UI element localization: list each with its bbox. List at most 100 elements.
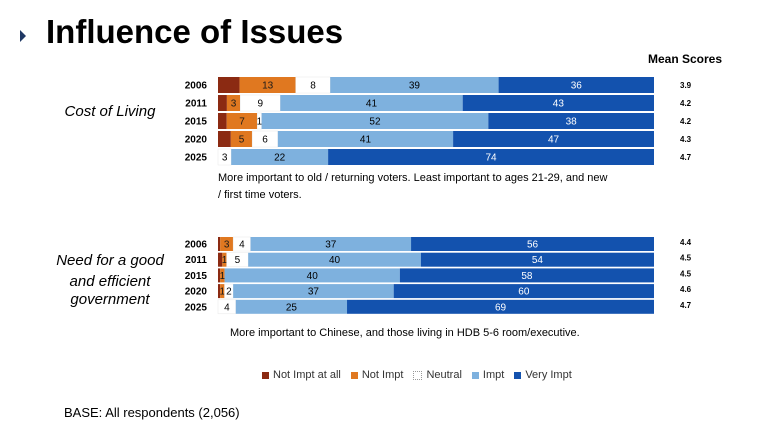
category-label: government bbox=[70, 291, 150, 308]
data-label: 36 bbox=[571, 81, 583, 92]
chart-legend: Not Impt at all Not Impt Neutral Impt Very I… bbox=[262, 369, 572, 381]
year-label: 2025 bbox=[185, 153, 208, 164]
bar-segment bbox=[256, 112, 262, 130]
bar-segment bbox=[330, 77, 499, 93]
legend-item: Neutral bbox=[413, 369, 462, 381]
data-label: 8 bbox=[310, 81, 316, 92]
year-label: 2015 bbox=[185, 271, 208, 282]
data-label: 5 bbox=[235, 255, 241, 266]
chart-note: / first time voters. bbox=[218, 189, 302, 201]
data-label: 41 bbox=[366, 99, 378, 110]
data-label: 6 bbox=[262, 135, 268, 146]
legend-label: Not Impt at all bbox=[273, 369, 341, 381]
bar-segment bbox=[218, 95, 227, 111]
bar-segment bbox=[220, 268, 225, 283]
bar-segment bbox=[231, 149, 329, 165]
bar-segment bbox=[233, 284, 394, 299]
bar-segment bbox=[277, 131, 454, 147]
data-label: 7 bbox=[239, 117, 245, 128]
data-label: 22 bbox=[274, 153, 286, 164]
legend-item: Not Impt bbox=[350, 369, 404, 381]
year-label: 2011 bbox=[185, 99, 207, 110]
data-label: 9 bbox=[257, 99, 263, 110]
legend-swatch bbox=[413, 370, 423, 380]
year-label: 2006 bbox=[185, 240, 208, 251]
title-bullet-icon bbox=[20, 30, 26, 42]
data-label: 13 bbox=[262, 81, 274, 92]
bar-segment bbox=[250, 237, 412, 251]
chart-note: More important to Chinese, and those liv… bbox=[230, 327, 580, 339]
year-label: 2020 bbox=[185, 135, 208, 146]
year-label: 2015 bbox=[185, 117, 208, 128]
bar-segment bbox=[347, 299, 654, 314]
data-label: 4 bbox=[239, 240, 245, 251]
bar-segment bbox=[420, 252, 654, 267]
bar-segment bbox=[235, 299, 348, 314]
legend-item: Not Impt at all bbox=[262, 369, 341, 381]
legend-swatch bbox=[350, 371, 358, 379]
data-label: 69 bbox=[495, 302, 507, 313]
bar-segment bbox=[328, 149, 654, 165]
mean-score: 3.9 bbox=[680, 81, 692, 90]
bar-segment bbox=[220, 237, 234, 251]
page-title: Influence of Issues bbox=[46, 13, 344, 50]
bar-segment bbox=[218, 77, 240, 93]
legend-swatch bbox=[471, 371, 479, 379]
bar-segment bbox=[218, 268, 221, 283]
data-label: 39 bbox=[409, 81, 421, 92]
data-label: 47 bbox=[548, 135, 560, 146]
mean-score: 4.2 bbox=[680, 117, 692, 126]
mean-score: 4.5 bbox=[680, 269, 692, 278]
bar-segment bbox=[220, 284, 225, 299]
bar-segment bbox=[230, 131, 253, 147]
mean-score: 4.7 bbox=[680, 301, 692, 310]
bar-segment bbox=[239, 77, 296, 93]
data-label: 40 bbox=[307, 271, 319, 282]
category-label: Cost of Living bbox=[65, 103, 157, 120]
data-label: 74 bbox=[485, 153, 497, 164]
bar-segment bbox=[222, 252, 227, 267]
bar-segment bbox=[393, 284, 654, 299]
bar-segment bbox=[280, 95, 463, 111]
data-label: 54 bbox=[532, 255, 544, 266]
data-label: 56 bbox=[527, 240, 539, 251]
legend-label: Not Impt bbox=[361, 369, 404, 381]
mean-score: 4.4 bbox=[680, 238, 692, 247]
bar-segment bbox=[218, 131, 231, 147]
data-label: 37 bbox=[308, 287, 320, 298]
data-label: 1 bbox=[220, 271, 226, 282]
mean-score: 4.7 bbox=[680, 153, 692, 162]
base-note: BASE: All respondents (2,056) bbox=[64, 405, 240, 420]
year-label: 2006 bbox=[185, 81, 208, 92]
legend-label: Neutral bbox=[426, 369, 462, 381]
mean-score: 4.6 bbox=[680, 285, 692, 294]
mean-score: 4.2 bbox=[680, 99, 692, 108]
data-label: 4 bbox=[224, 302, 230, 313]
bar-segment bbox=[411, 237, 654, 251]
data-label: 41 bbox=[360, 135, 372, 146]
data-label: 38 bbox=[566, 117, 578, 128]
bar-segment bbox=[462, 95, 654, 111]
data-label: 60 bbox=[518, 287, 530, 298]
year-label: 2011 bbox=[185, 255, 207, 266]
data-label: 5 bbox=[239, 135, 245, 146]
data-label: 43 bbox=[553, 99, 565, 110]
legend-label: Very Impt bbox=[525, 369, 572, 381]
category-label: Need for a good bbox=[56, 252, 164, 269]
data-label: 1 bbox=[220, 287, 226, 298]
data-label: 58 bbox=[521, 271, 533, 282]
data-label: 1 bbox=[257, 117, 263, 128]
data-label: 1 bbox=[222, 255, 228, 266]
bar-segment bbox=[226, 95, 241, 111]
category-label: and efficient bbox=[70, 273, 152, 290]
bar-segment bbox=[218, 252, 223, 267]
bar-segment bbox=[248, 252, 421, 267]
data-label: 25 bbox=[286, 302, 298, 313]
data-label: 3 bbox=[224, 240, 230, 251]
year-label: 2025 bbox=[185, 302, 208, 313]
bar-segment bbox=[218, 284, 221, 299]
bar-segment bbox=[488, 113, 654, 129]
data-label: 52 bbox=[369, 117, 381, 128]
mean-scores-header: Mean Scores bbox=[648, 52, 723, 66]
